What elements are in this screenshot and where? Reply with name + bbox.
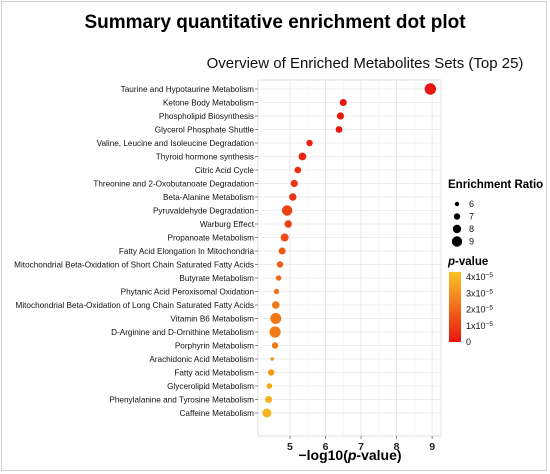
data-point	[271, 342, 279, 349]
grid	[258, 80, 441, 436]
category-label: Mitochondrial Beta-Oxidation of Long Cha…	[16, 301, 254, 310]
x-tick-label: 5	[287, 441, 293, 453]
data-point	[275, 275, 282, 281]
x-tick-label: 8	[394, 441, 400, 453]
data-point	[336, 112, 345, 120]
x-tick-label: 6	[323, 441, 329, 453]
size-legend-dot	[451, 236, 463, 247]
data-point	[265, 396, 273, 403]
category-label: Fatty Acid Elongation In Mitochondria	[119, 247, 255, 256]
category-label: Beta-Alanine Metabolism	[163, 193, 254, 202]
data-point	[284, 220, 292, 228]
page-title: Summary quantitative enrichment dot plot	[84, 12, 466, 33]
size-legend-label: 7	[469, 212, 474, 222]
category-label: Mitochondrial Beta-Oxidation of Short Ch…	[14, 261, 254, 270]
data-point	[294, 166, 302, 174]
category-label: Citric Acid Cycle	[195, 166, 255, 175]
category-label: Fatty acid Metabolism	[174, 369, 254, 378]
size-legend-dot	[453, 213, 461, 220]
size-legend-dot	[452, 224, 462, 234]
category-label: Thyroid hormone synthesis	[156, 153, 254, 162]
data-point	[278, 247, 286, 255]
data-point	[276, 261, 284, 268]
data-point	[271, 301, 280, 309]
data-point	[424, 83, 437, 95]
category-label: Threonine and 2-Oxobutanoate Degradation	[93, 180, 254, 189]
size-legend-dot	[454, 201, 460, 207]
x-axis-label: −log10(p-value)	[298, 447, 401, 463]
data-point	[270, 357, 275, 361]
data-point	[298, 152, 307, 161]
category-label: Porphyrin Metabolism	[175, 342, 254, 351]
data-point	[281, 205, 293, 216]
category-label: Pyruvaldehyde Degradation	[153, 207, 254, 216]
category-label: Glycerolipid Metabolism	[167, 382, 254, 391]
color-legend-label: 1x10−5	[466, 321, 493, 331]
category-label: Caffeine Metabolism	[180, 409, 255, 418]
data-point	[280, 233, 289, 242]
data-point	[267, 369, 275, 376]
category-label: Glycerol Phosphate Shuttle	[155, 126, 255, 135]
data-point	[306, 139, 313, 147]
color-legend-label: 0	[466, 337, 471, 347]
category-label: Butyrate Metabolism	[179, 274, 254, 283]
color-legend-label: 2x10−5	[466, 305, 493, 315]
category-label: Valine, Leucine and Isoleucine Degradati…	[97, 139, 255, 148]
category-labels: Taurine and Hypotaurine Metabolism Ketone…	[14, 85, 258, 418]
size-legend: 6 7 8 9	[451, 199, 474, 247]
category-label: Phytanic Acid Peroxisomal Oxidation	[121, 288, 255, 297]
size-legend-title: Enrichment Ratio	[448, 179, 543, 191]
data-point	[289, 193, 297, 201]
data-point	[270, 313, 282, 324]
data-point	[290, 179, 298, 188]
data-point	[269, 326, 281, 338]
category-label: Arachidonic Acid Metabolism	[149, 355, 254, 364]
x-tick-label: 9	[429, 441, 435, 453]
color-legend-label: 4x10−5	[466, 272, 493, 282]
pvalue-colorbar	[449, 272, 461, 342]
category-label: Vitamin B6 Metabolism	[170, 315, 254, 324]
size-legend-label: 6	[469, 199, 474, 209]
category-label: Phenylalanine and Tyrosine Metabolism	[109, 396, 254, 405]
category-label: D-Arginine and D-Ornithine Metabolism	[111, 328, 254, 337]
data-point	[335, 126, 343, 133]
category-label: Propanoate Metabolism	[168, 234, 255, 243]
chart-title: Overview of Enriched Metabolites Sets (T…	[207, 55, 524, 72]
color-legend-title: p-value	[447, 256, 488, 268]
category-label: Phospholipid Biosynthesis	[159, 112, 254, 121]
data-point	[273, 288, 280, 295]
category-label: Taurine and Hypotaurine Metabolism	[121, 85, 255, 94]
size-legend-label: 8	[469, 224, 474, 234]
category-label: Ketone Body Metabolism	[163, 99, 254, 108]
data-point	[262, 408, 272, 418]
x-tick-labels: 5 6 7 8 9	[287, 436, 435, 453]
x-tick-label: 7	[358, 441, 364, 453]
color-legend-label: 3x10−5	[466, 288, 493, 298]
plot-area	[257, 79, 442, 437]
category-label: Warburg Effect	[200, 220, 255, 229]
data-point	[339, 99, 347, 106]
size-legend-label: 9	[469, 237, 474, 247]
color-legend-labels: 4x10−5 3x10−5 2x10−5 1x10−5 0	[466, 272, 493, 347]
data-point	[266, 383, 273, 389]
data-points	[262, 83, 437, 418]
